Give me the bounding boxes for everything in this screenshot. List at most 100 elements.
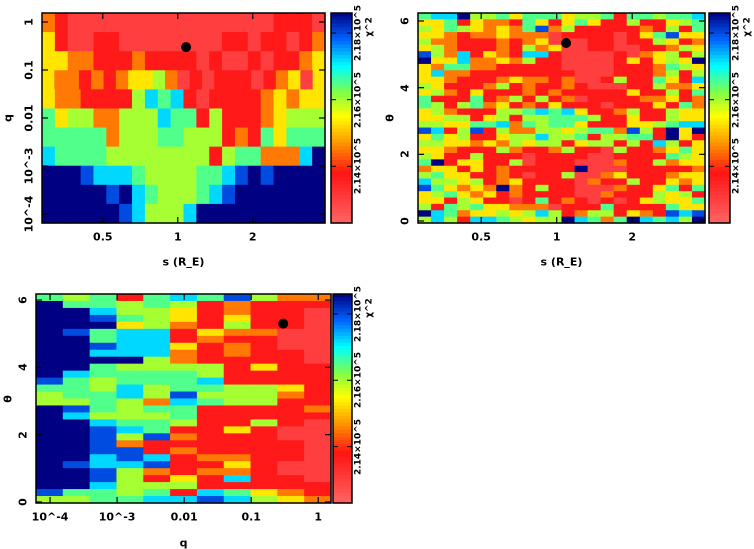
y-tick-label: 0.01 [22,104,36,132]
heatmap-cell [222,108,236,129]
colorbar-segment [331,156,352,161]
heatmap-cell [36,405,64,414]
heatmap-cell [304,447,332,455]
heatmap-cell [691,89,706,97]
colorbar-segment [333,314,352,319]
heatmap-cell [36,391,64,400]
colorbar-segment [331,125,352,130]
heatmap-cell [548,114,563,122]
heatmap-cell [277,363,305,372]
heatmap-cell [286,184,300,205]
heatmap-cell [626,165,641,173]
heatmap-cell [483,153,497,160]
colorbar-segment [331,202,352,207]
heatmap-cell [600,210,615,218]
heatmap-cell [600,57,615,65]
heatmap-cell [626,153,641,160]
heatmap-cell [691,153,706,160]
heatmap-cell [312,13,326,33]
heatmap-cell [587,210,602,218]
colorbar-segment [331,79,352,84]
heatmap-cell [522,159,537,167]
heatmap-cell [496,63,510,71]
colorbar-segment [709,44,730,49]
heatmap-cell [535,165,550,173]
heatmap-cell [509,133,523,141]
heatmap-cell [54,51,69,71]
heatmap-cell [431,108,445,116]
heatmap-cell [223,300,252,309]
heatmap-cell [222,89,236,110]
heatmap-cell [431,197,445,205]
heatmap-cell [304,342,332,351]
heatmap-cell [470,76,484,84]
heatmap-cell [535,32,550,40]
heatmap-cell [234,108,249,129]
colorbar-segment [709,212,730,217]
heatmap-cell [470,114,484,122]
heatmap-cell [444,57,458,65]
heatmap-cell [196,482,225,490]
heatmap-cell [522,153,537,160]
heatmap-cell [80,89,95,110]
colorbar-label: χ^2 [742,17,753,37]
heatmap-cell [496,127,510,135]
heatmap-cell [483,127,497,135]
heatmap-cell [470,32,484,40]
heatmap-cell [250,398,278,407]
heatmap-cell [89,496,118,504]
heatmap-cell [600,153,615,160]
heatmap-cell [93,165,107,186]
colorbar-segment [333,482,352,487]
heatmap-cell [535,114,550,122]
best-fit-marker [278,318,289,329]
heatmap-cell [277,405,305,414]
heatmap-cell [89,433,118,441]
heatmap-cell [561,70,576,78]
heatmap-cell [535,102,550,110]
heatmap-cell [201,70,215,90]
heatmap-cell [143,300,171,309]
heatmap-cell [277,419,305,427]
heatmap-cell [418,197,432,205]
heatmap-cell [286,165,300,186]
heatmap-cell [535,178,550,186]
heatmap-cell [613,121,628,129]
heatmap-cell [548,216,563,224]
colorbar-tick-label: 2.16×10^5 [353,352,364,409]
colorbar-segment [331,181,352,186]
heatmap-cell [639,32,654,40]
heatmap-cell [431,51,445,59]
heatmap-cell [496,89,510,97]
heatmap-cell [263,70,277,90]
heatmap-cell [54,70,68,90]
heatmap-cell [483,178,497,186]
heatmap-cell [80,184,95,205]
heatmap-cell [574,216,589,224]
heatmap-cell [62,314,91,323]
colorbar-segment [333,349,352,354]
heatmap-cell [496,165,510,173]
heatmap-cell [496,203,510,211]
heatmap-cell [260,146,275,167]
heatmap-cell [626,121,641,129]
heatmap-cell [431,38,445,46]
heatmap-cell [116,342,144,351]
colorbar-segment [333,395,352,400]
heatmap-cell [652,191,667,199]
heatmap-cell [470,70,484,78]
heatmap-cell [62,335,91,344]
heatmap-cell [535,133,550,141]
heatmap-cell [234,146,249,167]
heatmap-cell [62,489,91,497]
heatmap-cell [119,89,133,110]
heatmap-cell [457,95,471,103]
colorbar-segment [709,13,730,18]
heatmap-cell [613,178,628,186]
heatmap-cell [418,133,432,141]
heatmap-cell [170,433,198,441]
heatmap-cell [304,307,332,316]
heatmap-cell [223,440,252,448]
heatmap-cell [535,95,550,103]
x-tick-label: 2 [248,230,257,244]
